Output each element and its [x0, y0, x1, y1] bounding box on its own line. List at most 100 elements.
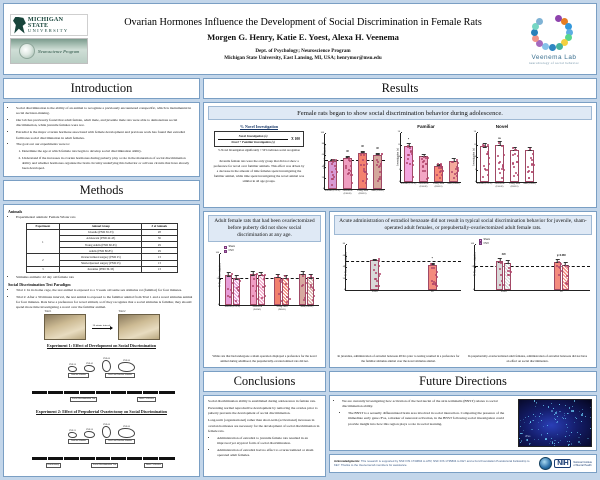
bar-category: ns Adolescent (P41/42) — [495, 133, 504, 182]
veenema-ring-icon — [528, 14, 580, 54]
bar — [299, 274, 306, 306]
legend-swatch — [479, 239, 482, 242]
cfos-speckle — [534, 400, 536, 402]
bar — [225, 275, 232, 305]
age-label: PND 25 — [68, 430, 77, 432]
experiments-container: Experiment 1: Effect of Development on S… — [8, 343, 195, 477]
timeline-tick — [158, 454, 159, 463]
data-point — [407, 158, 409, 160]
cfos-speckle — [551, 410, 553, 412]
data-point — [487, 151, 489, 153]
cfos-speckle — [578, 437, 579, 438]
data-point — [362, 180, 364, 182]
chart-title: Familiar — [389, 124, 463, 129]
animals-bullet-list: Experimental animals: Female Wistar rats — [16, 215, 195, 220]
cfos-speckle — [559, 404, 560, 405]
cfos-speckle — [539, 416, 540, 417]
data-point — [531, 171, 533, 173]
age-label: PND 80 — [118, 426, 135, 428]
page-title: Ovarian Hormones Influence the Developme… — [92, 17, 514, 28]
nih-logo: NIH — [554, 459, 571, 468]
data-point — [558, 266, 560, 268]
cfos-speckle — [520, 420, 521, 421]
data-point — [456, 159, 458, 161]
cfos-speckle — [551, 403, 552, 404]
bar — [428, 265, 437, 290]
data-point — [442, 170, 444, 172]
data-point — [487, 174, 489, 176]
bar — [510, 150, 519, 183]
cfos-speckle — [520, 433, 521, 434]
trial2-photo: Trial 2 — [118, 314, 160, 340]
data-point — [488, 157, 490, 159]
cfos-speckle — [578, 441, 579, 442]
data-point — [453, 177, 455, 179]
conclusions-panel: Social discrimination ability is establi… — [203, 395, 326, 477]
data-point — [350, 174, 352, 176]
plot-area: 0 5 10 15 20 Juvenile (P31/32) ns Adolescent (P… — [476, 133, 537, 183]
bar — [282, 278, 289, 306]
timeline-tick — [142, 454, 143, 463]
data-point — [378, 285, 380, 287]
conclusion-item: Social discrimination ability is establi… — [208, 399, 321, 404]
legend-label: OVX — [229, 249, 234, 253]
data-point — [452, 161, 454, 163]
cfos-microscopy-image: cFos — [518, 399, 592, 447]
veenema-lab-name: Veenema Lab — [518, 54, 590, 61]
conclusion-item: Preventing normal reproductive developme… — [208, 406, 321, 417]
data-point — [261, 297, 263, 299]
bar — [562, 265, 569, 291]
cfos-speckle — [530, 421, 532, 423]
data-point — [558, 274, 560, 276]
rat-icon — [68, 432, 77, 438]
bar-category: ## Young Adult (P60/61) — [358, 134, 367, 189]
cfos-speckle — [581, 414, 583, 416]
age-label: PND 80 — [118, 360, 135, 362]
data-point — [313, 295, 315, 297]
cfos-speckle — [545, 438, 547, 440]
bar-category: Young Adult (P60/61) — [274, 254, 289, 305]
data-point — [362, 159, 364, 161]
list-item: Estradiol is the major ovarian hormone a… — [16, 130, 195, 141]
data-point — [532, 153, 534, 155]
cfos-speckle — [553, 408, 554, 409]
bar-group: Juvenile (P31/32) Adolescent (P42/43) Youn… — [220, 254, 319, 305]
experiment-timeline: Social Discrimination Test Tissue Collect… — [14, 378, 189, 406]
future-sub-bullet-list: The BNST is a sexually differentiated br… — [348, 411, 514, 427]
cfos-speckle — [591, 420, 592, 421]
cfos-speckle — [538, 429, 539, 430]
data-point — [286, 301, 288, 303]
data-point — [375, 272, 377, 274]
age-label: PND 30 — [68, 364, 77, 366]
bar — [274, 277, 281, 306]
cfos-speckle — [580, 434, 581, 435]
chart-familiar-investigation: Familiar Investigation (s) 0 5 10 15 20 * Juveni… — [389, 124, 463, 204]
bar-category: Adolescent (P42/43) — [250, 254, 265, 305]
data-point — [424, 170, 426, 172]
conclusion-item: Long-term (organizational) rather than s… — [208, 418, 321, 434]
cfos-speckle — [528, 416, 529, 417]
timeline-bar — [32, 457, 176, 460]
future-directions-panel: We are currently investigating how activ… — [329, 395, 597, 451]
data-point — [377, 180, 379, 182]
bar — [554, 262, 561, 291]
list-item: Trial 1: In its home cage, the test anim… — [16, 288, 195, 293]
chart-ovx-by-age: % Novel Investigation 0 50 100 Juvenile (P31… — [208, 244, 321, 353]
cfos-speckle — [530, 443, 531, 444]
cfos-speckle — [525, 417, 526, 418]
introduction-numbered-list: Determine the age at which female rats b… — [16, 149, 195, 172]
spartan-helmet-icon — [13, 17, 26, 34]
table-cell-experiment: 3 — [26, 266, 60, 272]
data-point — [423, 160, 425, 162]
bar-category: Adolescent (P41/42) — [419, 133, 428, 182]
legend-label: OVX — [484, 242, 489, 246]
data-point — [262, 286, 264, 288]
bar-category: p=0.088 EB — [554, 245, 569, 290]
timeline-tick — [95, 454, 96, 463]
chart-novel-investigation: Novel Investigation (s) 0 5 10 15 20 Juvenile (… — [465, 124, 539, 204]
data-point — [379, 165, 381, 167]
rat-icon — [118, 362, 135, 372]
data-point — [441, 174, 443, 176]
cfos-speckle — [587, 438, 588, 439]
cfos-speckle — [591, 419, 592, 420]
